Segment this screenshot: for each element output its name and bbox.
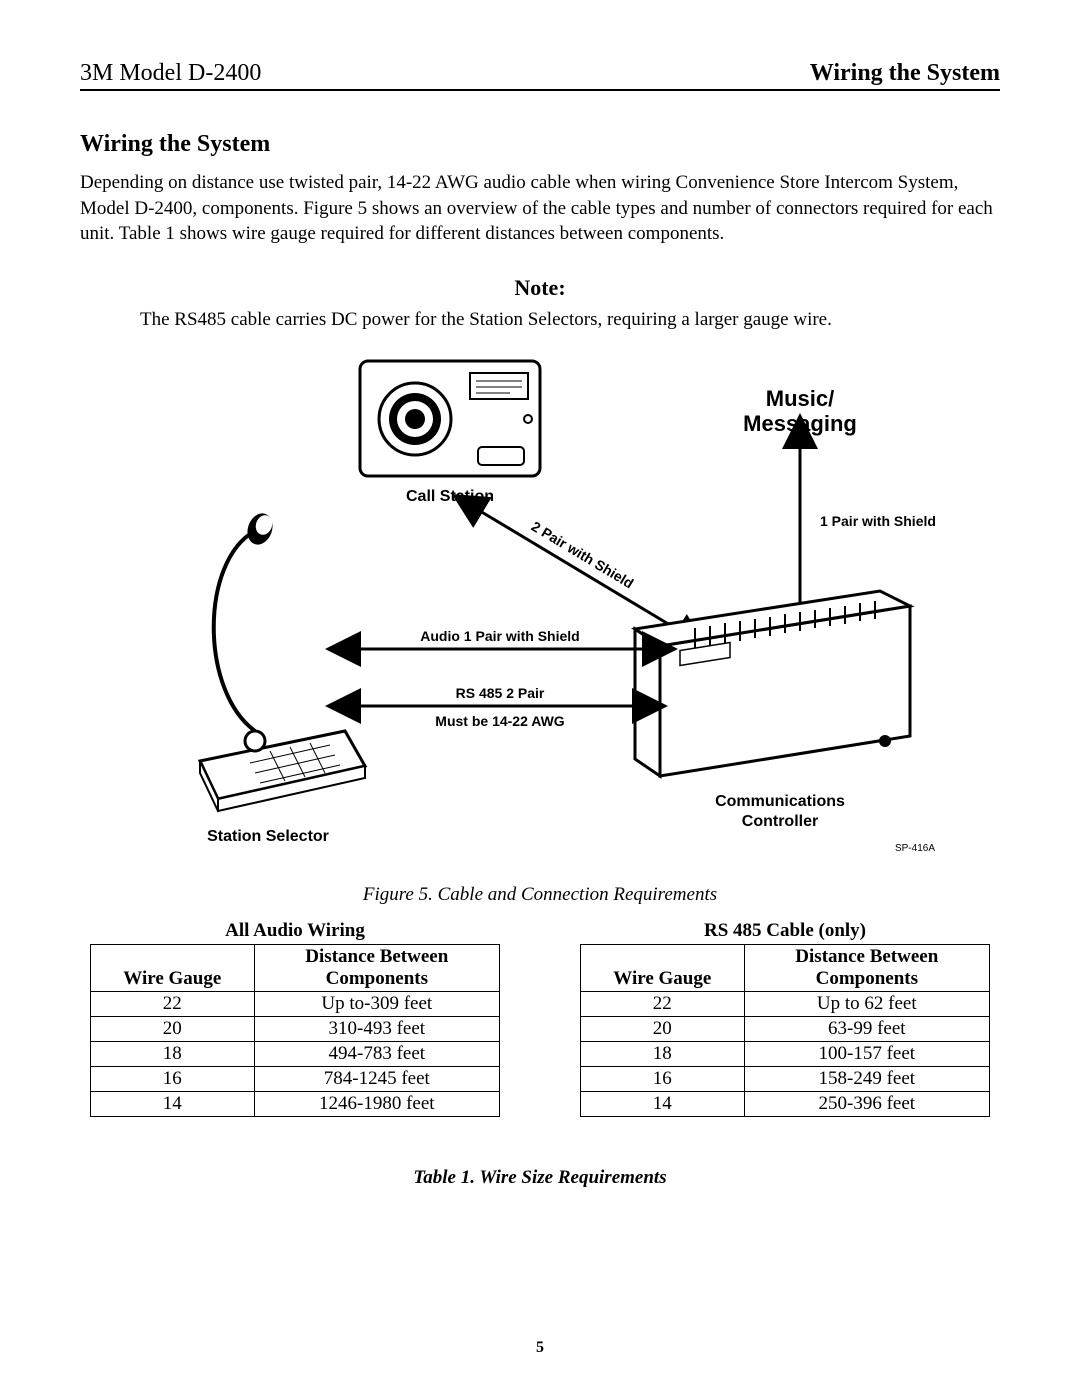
cell: 158-249 feet	[744, 1066, 989, 1091]
audio-table-title: All Audio Wiring	[90, 920, 500, 942]
table-1-caption: Table 1. Wire Size Requirements	[80, 1167, 1000, 1189]
audio-col2-header-l2: Components	[326, 968, 428, 989]
table-row: 18494-783 feet	[91, 1041, 500, 1066]
rs485-table-title: RS 485 Cable (only)	[580, 920, 990, 942]
note-heading: Note:	[80, 275, 1000, 301]
cell: 14	[581, 1091, 745, 1116]
rs485-cable-table: Wire Gauge Distance Between Components 2…	[580, 944, 990, 1117]
cell: 784-1245 feet	[254, 1066, 499, 1091]
audio-col2-header: Distance Between Components	[254, 944, 499, 991]
figure-5-caption: Figure 5. Cable and Connection Requireme…	[80, 884, 1000, 906]
table-row: 14250-396 feet	[581, 1091, 990, 1116]
cell: 20	[91, 1016, 255, 1041]
table-row: 16158-249 feet	[581, 1066, 990, 1091]
station-selector-icon	[200, 510, 365, 811]
cell: 14	[91, 1091, 255, 1116]
rs485-col2-header-l1: Distance Between	[795, 946, 938, 967]
audio-wiring-table: Wire Gauge Distance Between Components 2…	[90, 944, 500, 1117]
audio-col2-header-l1: Distance Between	[305, 946, 448, 967]
section-title: Wiring the System	[80, 131, 1000, 158]
call-station-label: Call Station	[406, 488, 494, 505]
station-selector-label: Station Selector	[207, 828, 329, 845]
one-pair-shield-label: 1 Pair with Shield	[820, 513, 936, 529]
communications-controller-icon	[635, 591, 910, 776]
table-row: 16784-1245 feet	[91, 1066, 500, 1091]
wiring-diagram-svg: Call Station Music/ Messaging 1 Pair wit…	[140, 351, 940, 871]
audio-pair-label: Audio 1 Pair with Shield	[420, 628, 579, 644]
arrow-call-to-controller	[480, 511, 680, 631]
rs485-col2-header-l2: Components	[816, 968, 918, 989]
rs485-pair-label: RS 485 2 Pair	[456, 685, 545, 701]
cell: 310-493 feet	[254, 1016, 499, 1041]
body-paragraph: Depending on distance use twisted pair, …	[80, 170, 1000, 247]
call-station-icon	[360, 361, 540, 476]
audio-wiring-table-block: All Audio Wiring Wire Gauge Distance Bet…	[90, 920, 500, 1117]
cell: 20	[581, 1016, 745, 1041]
table-row: 22Up to-309 feet	[91, 991, 500, 1016]
music-messaging-label-1: Music/	[766, 386, 834, 411]
figure-5-diagram: Call Station Music/ Messaging 1 Pair wit…	[80, 351, 1000, 876]
cell: 1246-1980 feet	[254, 1091, 499, 1116]
page-container: 3M Model D-2400 Wiring the System Wiring…	[0, 0, 1080, 1219]
comm-controller-label-2: Controller	[742, 813, 818, 830]
rs485-col2-header: Distance Between Components	[744, 944, 989, 991]
page-number: 5	[0, 1339, 1080, 1357]
cell: 16	[581, 1066, 745, 1091]
table-row: 22Up to 62 feet	[581, 991, 990, 1016]
page-header: 3M Model D-2400 Wiring the System	[80, 60, 1000, 91]
rs485-table-block: RS 485 Cable (only) Wire Gauge Distance …	[580, 920, 990, 1117]
cell: 494-783 feet	[254, 1041, 499, 1066]
two-pair-shield-label: 2 Pair with Shield	[529, 518, 637, 591]
table-row: 2063-99 feet	[581, 1016, 990, 1041]
cell: 250-396 feet	[744, 1091, 989, 1116]
cell: 22	[91, 991, 255, 1016]
must-be-awg-label: Must be 14-22 AWG	[435, 713, 565, 729]
cell: 16	[91, 1066, 255, 1091]
cell: 22	[581, 991, 745, 1016]
sp-code-label: SP-416A	[895, 843, 935, 854]
table-row: 18100-157 feet	[581, 1041, 990, 1066]
cell: 100-157 feet	[744, 1041, 989, 1066]
cell: Up to-309 feet	[254, 991, 499, 1016]
note-body: The RS485 cable carries DC power for the…	[80, 309, 1000, 331]
cell: 63-99 feet	[744, 1016, 989, 1041]
rs485-col1-header: Wire Gauge	[581, 944, 745, 991]
cell: 18	[581, 1041, 745, 1066]
header-left-text: 3M Model D-2400	[80, 60, 261, 87]
comm-controller-label-1: Communications	[715, 793, 845, 810]
header-right-text: Wiring the System	[810, 60, 1000, 87]
tables-container: All Audio Wiring Wire Gauge Distance Bet…	[90, 920, 990, 1117]
cell: 18	[91, 1041, 255, 1066]
audio-col1-header: Wire Gauge	[91, 944, 255, 991]
music-messaging-label-2: Messaging	[743, 411, 857, 436]
table-row: 141246-1980 feet	[91, 1091, 500, 1116]
table-row: 20310-493 feet	[91, 1016, 500, 1041]
cell: Up to 62 feet	[744, 991, 989, 1016]
